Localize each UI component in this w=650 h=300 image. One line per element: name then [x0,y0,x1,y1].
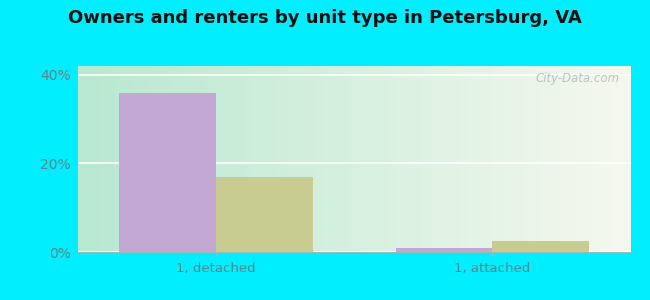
Bar [120,93,216,252]
Bar [396,248,493,252]
Text: Owners and renters by unit type in Petersburg, VA: Owners and renters by unit type in Peter… [68,9,582,27]
Text: City-Data.com: City-Data.com [536,72,619,85]
Bar [216,177,313,252]
Bar [493,241,589,252]
